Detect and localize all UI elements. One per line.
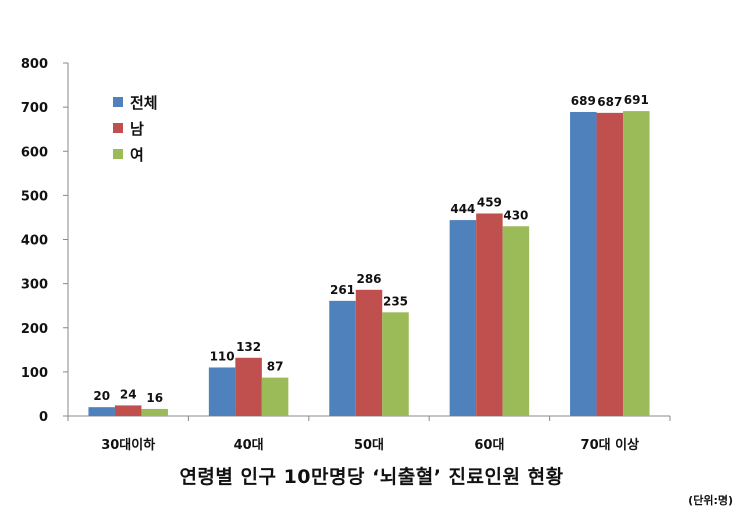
y-tick-label: 500 — [21, 189, 48, 204]
legend-label: 여 — [130, 146, 144, 164]
y-tick-label: 100 — [21, 366, 48, 381]
y-tick-label: 400 — [21, 234, 48, 249]
chart-title: 연령별 인구 10만명당 ‘뇌출혈’ 진료인원 현황 — [179, 466, 564, 488]
bars — [88, 111, 650, 416]
x-category-label: 60대 — [474, 438, 504, 453]
bar — [570, 111, 597, 416]
data-label: 261 — [330, 283, 355, 297]
legend-label: 남 — [130, 120, 144, 138]
y-tick-label: 300 — [21, 278, 48, 293]
data-label: 691 — [624, 93, 649, 107]
legend-swatch — [113, 97, 123, 107]
unit-note: (단위:명) — [688, 494, 733, 507]
data-label: 444 — [450, 202, 475, 216]
y-tick-label: 700 — [21, 101, 48, 116]
y-tick-label: 600 — [21, 145, 48, 160]
x-category-label: 50대 — [354, 438, 384, 453]
legend-swatch — [113, 149, 123, 159]
x-category-label: 70대 이상 — [581, 437, 640, 453]
data-label: 24 — [120, 387, 137, 401]
legend-swatch — [113, 123, 123, 133]
legend-label: 전체 — [130, 94, 158, 112]
bar — [476, 213, 503, 416]
data-label: 459 — [477, 195, 502, 209]
data-label: 687 — [597, 95, 622, 109]
data-label: 16 — [146, 391, 163, 405]
bar — [141, 408, 168, 416]
data-label: 430 — [503, 208, 528, 222]
data-label: 87 — [267, 360, 284, 374]
bar — [261, 377, 289, 416]
y-tick-label: 200 — [21, 322, 48, 337]
bar — [114, 405, 142, 416]
data-label: 110 — [210, 349, 235, 363]
bar — [623, 111, 650, 416]
bar — [235, 357, 262, 416]
bar — [449, 220, 477, 416]
data-label: 235 — [383, 294, 408, 308]
data-label: 132 — [236, 340, 261, 354]
bar — [382, 312, 409, 416]
x-category-label: 30대이하 — [101, 437, 155, 453]
y-axis: 0 100 200 300 400 500 600 700 800 — [21, 57, 69, 425]
data-label: 689 — [571, 94, 596, 108]
x-axis: 30대이하 40대 50대 60대 70대 이상 — [67, 415, 671, 453]
data-label: 20 — [93, 389, 110, 403]
bar — [329, 300, 356, 416]
bar — [355, 289, 383, 416]
bar — [88, 407, 115, 416]
bar — [502, 226, 530, 416]
bar — [596, 112, 624, 416]
data-label: 286 — [356, 272, 381, 286]
y-tick-label: 0 — [39, 410, 48, 425]
x-category-label: 40대 — [234, 438, 264, 453]
y-tick-label: 800 — [21, 57, 48, 72]
bar — [208, 367, 236, 416]
